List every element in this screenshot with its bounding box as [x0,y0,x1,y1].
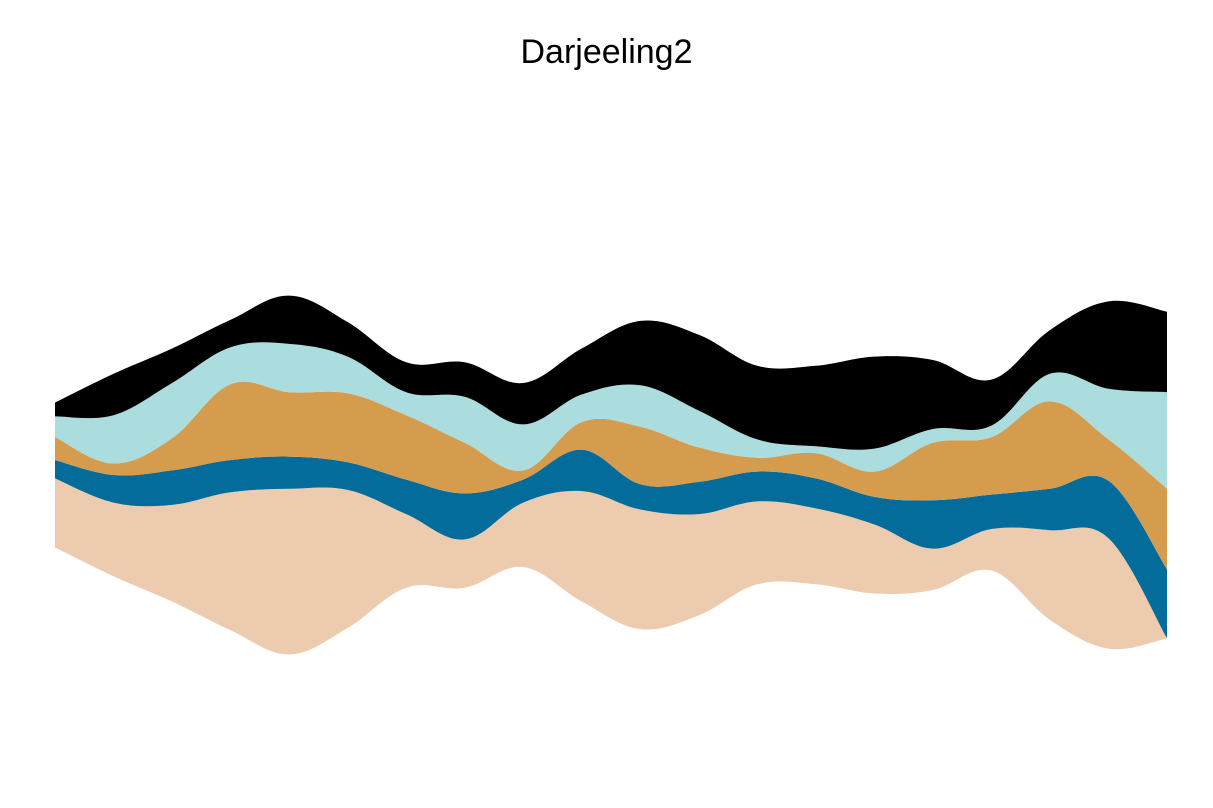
stream-layer-3 [55,381,1167,570]
stream-layer-4 [55,342,1167,489]
stream-layers [55,295,1167,655]
stream-layer-2 [55,449,1167,639]
stream-layer-1 [55,478,1167,655]
chart-title: Darjeeling2 [520,33,693,71]
stream-layer-5 [55,295,1167,450]
